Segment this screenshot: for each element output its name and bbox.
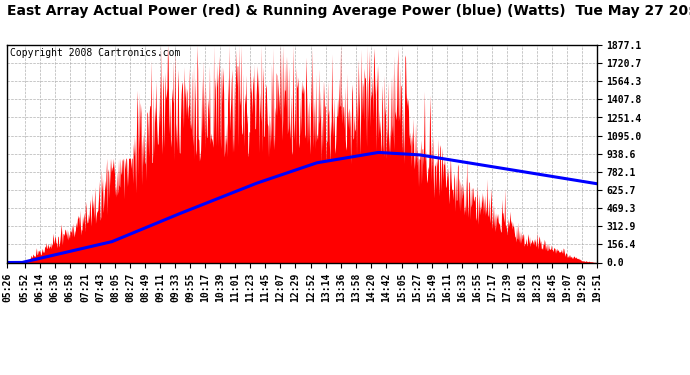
Text: Copyright 2008 Cartronics.com: Copyright 2008 Cartronics.com (10, 48, 180, 58)
Text: East Array Actual Power (red) & Running Average Power (blue) (Watts)  Tue May 27: East Array Actual Power (red) & Running … (7, 4, 690, 18)
